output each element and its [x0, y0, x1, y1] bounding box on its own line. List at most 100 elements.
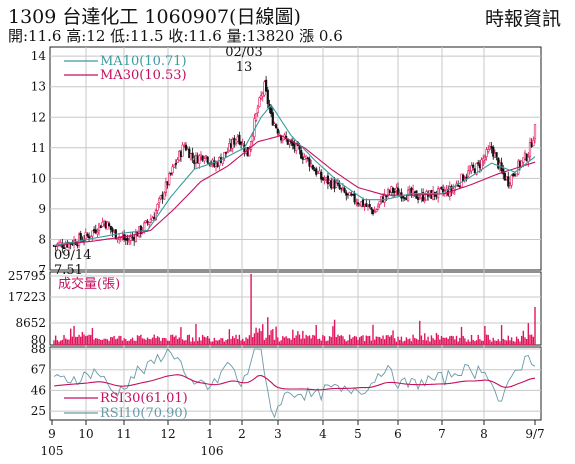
- volume-bar: [180, 327, 182, 345]
- volume-bar: [138, 336, 140, 345]
- candle-body: [383, 193, 386, 203]
- volume-bar: [454, 339, 456, 345]
- candle-body: [508, 183, 512, 186]
- volume-bar: [422, 340, 424, 345]
- volume-bar: [407, 339, 409, 345]
- candle-body: [303, 156, 306, 160]
- volume-bar: [353, 335, 356, 345]
- candle-body: [301, 156, 304, 160]
- candle-body: [161, 194, 164, 199]
- candle-body: [338, 184, 341, 189]
- candle-body: [480, 159, 483, 170]
- candle-body: [477, 162, 480, 164]
- volume-bar: [298, 334, 301, 345]
- candle-body: [333, 180, 336, 189]
- volume-tick-label: 25795: [8, 269, 46, 283]
- candle-body: [393, 191, 396, 193]
- volume-bar: [116, 338, 119, 345]
- volume-bar: [427, 336, 429, 345]
- candle-body: [318, 170, 321, 174]
- volume-bar: [106, 339, 109, 345]
- candle-body: [418, 197, 421, 200]
- candle-body: [236, 136, 239, 142]
- volume-bar: [397, 336, 399, 345]
- volume-bar: [469, 341, 471, 345]
- volume-bar: [420, 335, 423, 345]
- candle-body: [201, 155, 204, 161]
- candle-body: [313, 169, 316, 172]
- volume-bar: [121, 340, 124, 345]
- candle-body: [158, 198, 161, 204]
- volume-bar: [337, 334, 339, 345]
- candle-body: [465, 176, 468, 179]
- volume-bar: [302, 330, 304, 345]
- volume-bar: [68, 339, 70, 345]
- volume-bar: [388, 336, 391, 345]
- volume-bar: [373, 339, 376, 345]
- volume-bar: [260, 331, 262, 345]
- volume-bar: [76, 336, 79, 345]
- volume-bar: [380, 338, 383, 345]
- candle-body: [408, 189, 411, 191]
- volume-bar: [460, 326, 463, 345]
- volume-bar: [415, 338, 418, 345]
- candle-body: [405, 198, 408, 201]
- candle-body: [350, 193, 353, 196]
- price-tick-label: 9: [38, 202, 46, 216]
- volume-bar: [285, 336, 287, 345]
- volume-bar: [524, 337, 526, 345]
- volume-bar: [327, 340, 329, 345]
- candle-body: [361, 199, 365, 207]
- candle-body: [298, 146, 301, 150]
- volume-bar: [292, 329, 294, 345]
- candle-body: [503, 173, 507, 181]
- volume-bar: [126, 341, 129, 345]
- volume-bar: [482, 340, 484, 345]
- candle-body: [385, 195, 388, 198]
- volume-bar: [213, 337, 216, 345]
- candle-body: [528, 142, 532, 157]
- candle-body: [325, 177, 328, 180]
- volume-bar: [128, 340, 130, 345]
- candle-body: [533, 124, 537, 140]
- volume-bar: [363, 341, 366, 345]
- volume-bar: [474, 341, 476, 345]
- candle-body: [276, 128, 279, 134]
- candle-body: [91, 230, 94, 237]
- price-tick-label: 10: [31, 171, 46, 185]
- volume-bar: [330, 337, 332, 345]
- candle-body: [305, 155, 308, 159]
- x-tick-label: 9: [48, 427, 56, 441]
- candle-body: [229, 143, 233, 149]
- candle-body: [188, 148, 191, 159]
- volume-bar: [489, 339, 491, 345]
- candle-body: [259, 95, 263, 99]
- candle-body: [522, 157, 525, 163]
- candle-body: [368, 204, 371, 207]
- volume-bar: [310, 338, 312, 345]
- volume-bar: [141, 338, 144, 345]
- rsi10-legend-label: RSI10(70.90): [100, 406, 188, 421]
- candle-body: [525, 153, 528, 161]
- volume-bar: [171, 334, 174, 345]
- volume-bar: [273, 339, 276, 345]
- candle-body: [171, 166, 174, 174]
- candle-body: [86, 233, 89, 237]
- candle-body: [173, 164, 176, 168]
- candle-body: [146, 220, 149, 224]
- candle-body: [515, 173, 518, 177]
- volume-bar: [245, 337, 247, 345]
- volume-bar: [440, 335, 443, 345]
- ma30-line: [53, 135, 536, 247]
- candle-body: [101, 221, 104, 227]
- candle-body: [401, 196, 405, 198]
- volume-bar: [470, 334, 473, 345]
- panel-frame: [49, 346, 542, 421]
- candle-body: [96, 232, 99, 235]
- candle-body: [214, 162, 218, 168]
- volume-bar: [173, 336, 175, 345]
- volume-bar: [54, 335, 57, 345]
- volume-bar: [160, 340, 162, 345]
- candle-body: [315, 168, 318, 175]
- volume-bar: [307, 336, 309, 345]
